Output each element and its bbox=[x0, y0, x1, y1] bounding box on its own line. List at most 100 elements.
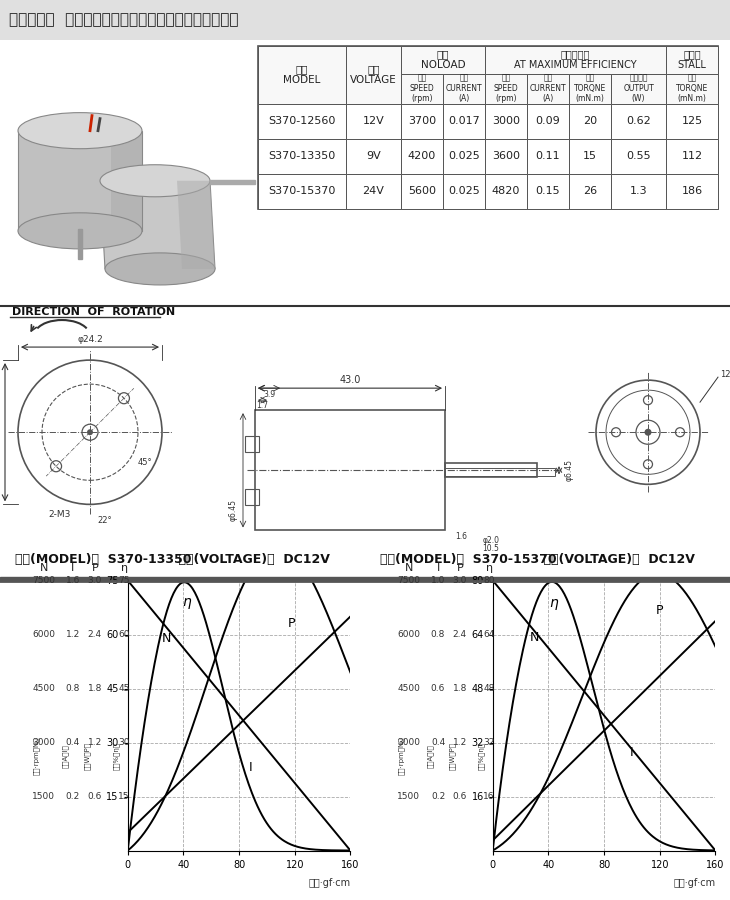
Text: 20: 20 bbox=[583, 116, 597, 126]
Bar bbox=[346, 174, 401, 209]
Text: 典型用途：  光盘播放器、家用电器、厨房电器、血压计: 典型用途： 光盘播放器、家用电器、厨房电器、血压计 bbox=[9, 13, 238, 27]
Text: 1.3: 1.3 bbox=[630, 186, 648, 196]
Text: 电压
VOLTAGE: 电压 VOLTAGE bbox=[350, 64, 397, 86]
Text: 26: 26 bbox=[583, 186, 597, 196]
Bar bbox=[346, 46, 401, 104]
Text: 2.4: 2.4 bbox=[453, 630, 467, 639]
Bar bbox=[258, 139, 346, 174]
Text: P: P bbox=[288, 617, 296, 630]
Text: 0.11: 0.11 bbox=[536, 151, 561, 161]
Bar bbox=[485, 74, 527, 104]
Text: φ6.45: φ6.45 bbox=[228, 500, 237, 521]
Text: N: N bbox=[162, 632, 172, 644]
Bar bbox=[0, 578, 730, 581]
Bar bbox=[445, 468, 555, 476]
Text: 60: 60 bbox=[118, 630, 130, 639]
Bar bbox=[611, 104, 666, 139]
Polygon shape bbox=[100, 181, 215, 269]
Bar bbox=[401, 74, 443, 104]
Bar bbox=[527, 174, 569, 209]
Text: 186: 186 bbox=[681, 186, 702, 196]
Text: 2-M3: 2-M3 bbox=[49, 510, 72, 519]
Text: 32: 32 bbox=[483, 738, 495, 747]
Circle shape bbox=[87, 429, 93, 436]
Text: 1500: 1500 bbox=[32, 792, 55, 801]
Text: N: N bbox=[530, 631, 539, 644]
Text: 电压(VOLTAGE)：  DC12V: 电压(VOLTAGE)： DC12V bbox=[526, 554, 694, 566]
Text: 扇矩
TORQNE
(mN.m): 扇矩 TORQNE (mN.m) bbox=[574, 74, 606, 104]
Text: 0.2: 0.2 bbox=[431, 792, 445, 801]
Text: 型号
MODEL: 型号 MODEL bbox=[283, 64, 320, 86]
Text: S370-12560: S370-12560 bbox=[269, 116, 336, 126]
Ellipse shape bbox=[100, 165, 210, 197]
Text: 12: 12 bbox=[720, 370, 730, 379]
Text: 1.2: 1.2 bbox=[66, 630, 80, 639]
Bar bbox=[666, 46, 718, 74]
Text: 15: 15 bbox=[583, 151, 597, 161]
Text: 1.2: 1.2 bbox=[88, 738, 102, 747]
Text: 1.2: 1.2 bbox=[453, 738, 467, 747]
Ellipse shape bbox=[18, 212, 142, 249]
Text: 3700: 3700 bbox=[408, 116, 436, 126]
Bar bbox=[78, 229, 82, 259]
Text: 型号(MODEL)：  S370-15370: 型号(MODEL)： S370-15370 bbox=[380, 554, 556, 566]
Text: 0.6: 0.6 bbox=[453, 792, 467, 801]
Text: 0.62: 0.62 bbox=[626, 116, 651, 126]
Text: 43.0: 43.0 bbox=[339, 375, 361, 385]
Polygon shape bbox=[177, 181, 215, 269]
Text: P: P bbox=[456, 563, 464, 573]
Text: 0.8: 0.8 bbox=[431, 630, 445, 639]
Text: 1.8: 1.8 bbox=[453, 684, 467, 693]
Text: 45°: 45° bbox=[138, 458, 153, 467]
Polygon shape bbox=[18, 130, 142, 231]
Text: 24V: 24V bbox=[363, 186, 385, 196]
Bar bbox=[611, 139, 666, 174]
Text: 1.7: 1.7 bbox=[256, 400, 268, 410]
Bar bbox=[255, 410, 445, 530]
Bar bbox=[611, 74, 666, 104]
Text: 0.017: 0.017 bbox=[448, 116, 480, 126]
Text: 电压(VOLTAGE)：  DC12V: 电压(VOLTAGE)： DC12V bbox=[161, 554, 329, 566]
Bar bbox=[445, 464, 537, 477]
Text: 0.8: 0.8 bbox=[66, 684, 80, 693]
Text: 输出功率
OUTPUT
(W): 输出功率 OUTPUT (W) bbox=[623, 74, 654, 104]
Text: 48: 48 bbox=[483, 684, 495, 693]
Text: 125: 125 bbox=[681, 116, 702, 126]
Bar bbox=[569, 139, 611, 174]
Text: 0.09: 0.09 bbox=[536, 116, 561, 126]
Text: 4500: 4500 bbox=[397, 684, 420, 693]
Text: 6000: 6000 bbox=[397, 630, 420, 639]
Bar bbox=[245, 489, 259, 505]
Bar bbox=[401, 139, 443, 174]
Text: 0.2: 0.2 bbox=[66, 792, 80, 801]
Text: 12V: 12V bbox=[363, 116, 385, 126]
Text: 0.6: 0.6 bbox=[88, 792, 102, 801]
Text: 1500: 1500 bbox=[397, 792, 420, 801]
Text: 4200: 4200 bbox=[408, 151, 436, 161]
Bar bbox=[666, 174, 718, 209]
Bar bbox=[245, 436, 259, 452]
Text: 3600: 3600 bbox=[492, 151, 520, 161]
Text: 0.4: 0.4 bbox=[431, 738, 445, 747]
Text: 1.6: 1.6 bbox=[455, 532, 467, 541]
Text: 0.025: 0.025 bbox=[448, 151, 480, 161]
Text: 电流
CURRENT
(A): 电流 CURRENT (A) bbox=[446, 74, 483, 104]
Bar bbox=[666, 139, 718, 174]
Bar bbox=[569, 74, 611, 104]
Text: 电流A（I）: 电流A（I） bbox=[62, 744, 69, 768]
Bar bbox=[401, 104, 443, 139]
Text: 3000: 3000 bbox=[492, 116, 520, 126]
Text: η: η bbox=[485, 563, 493, 573]
Text: S370-15370: S370-15370 bbox=[269, 186, 336, 196]
Bar bbox=[258, 46, 346, 104]
Text: N: N bbox=[39, 563, 48, 573]
Text: P: P bbox=[656, 604, 664, 617]
Text: 16: 16 bbox=[483, 792, 495, 801]
Text: 2.4: 2.4 bbox=[88, 630, 102, 639]
Text: 转矩·gf·cm: 转矩·gf·cm bbox=[674, 878, 716, 888]
Bar bbox=[401, 46, 485, 74]
Bar bbox=[443, 104, 485, 139]
Text: η: η bbox=[550, 597, 558, 610]
Ellipse shape bbox=[18, 112, 142, 148]
Text: 4820: 4820 bbox=[492, 186, 520, 196]
